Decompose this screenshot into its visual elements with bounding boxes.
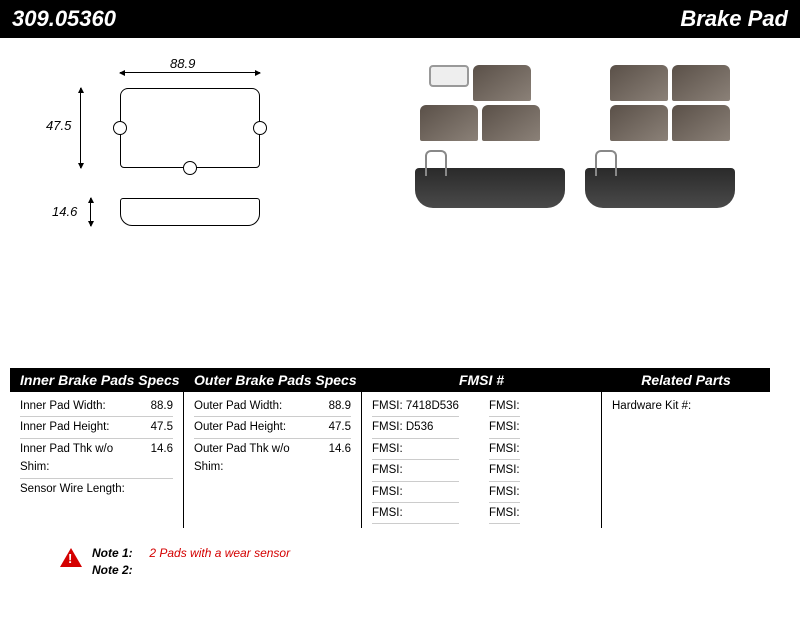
table-row: Outer Pad Thk w/o Shim: 14.6 bbox=[194, 439, 351, 478]
dim-line-height bbox=[80, 88, 81, 168]
table-row: FMSI: bbox=[489, 396, 520, 417]
spec-value: 7418D536 bbox=[406, 400, 459, 412]
spec-label: FMSI: bbox=[489, 464, 520, 476]
note-1: Note 1: 2 Pads with a wear sensor bbox=[92, 546, 290, 560]
spec-value: D536 bbox=[406, 421, 434, 433]
table-row: Hardware Kit #: bbox=[612, 396, 760, 416]
related-parts-col: Related Parts Hardware Kit #: bbox=[602, 368, 770, 528]
table-row: FMSI: bbox=[489, 439, 520, 460]
spec-value: 47.5 bbox=[329, 418, 351, 436]
spec-label: FMSI: bbox=[372, 464, 403, 476]
spec-label: FMSI: bbox=[489, 486, 520, 498]
note-text: 2 Pads with a wear sensor bbox=[149, 546, 290, 560]
fmsi-body: FMSI: 7418D536 FMSI: D536 FMSI: FMSI: FM… bbox=[362, 392, 601, 528]
inner-specs-heading: Inner Brake Pads Specs bbox=[10, 368, 183, 392]
spec-value: 88.9 bbox=[329, 397, 351, 415]
photo-row-side bbox=[380, 168, 770, 208]
related-heading: Related Parts bbox=[602, 368, 770, 392]
table-row: FMSI: bbox=[489, 460, 520, 481]
spec-label: Sensor Wire Length: bbox=[20, 480, 125, 498]
spec-label: FMSI: bbox=[489, 443, 520, 455]
spec-value: 14.6 bbox=[329, 440, 351, 477]
page-title: Brake Pad bbox=[680, 6, 788, 32]
table-row: Outer Pad Height: 47.5 bbox=[194, 417, 351, 438]
dim-width-label: 88.9 bbox=[170, 56, 195, 71]
dim-height-label: 47.5 bbox=[46, 118, 71, 133]
photo-row-top bbox=[380, 58, 770, 148]
spec-label: FMSI: bbox=[372, 507, 403, 519]
note-lines: Note 1: 2 Pads with a wear sensor Note 2… bbox=[92, 546, 290, 577]
dim-thickness-label: 14.6 bbox=[52, 204, 77, 219]
table-row: FMSI: bbox=[489, 503, 520, 524]
pad-side-view bbox=[120, 198, 260, 226]
fmsi-subcol-1: FMSI: 7418D536 FMSI: D536 FMSI: FMSI: FM… bbox=[372, 396, 459, 524]
specs-section: Inner Brake Pads Specs Inner Pad Width: 8… bbox=[0, 368, 800, 528]
dim-line-width bbox=[120, 72, 260, 73]
table-row: FMSI: bbox=[489, 482, 520, 503]
table-row: Outer Pad Width: 88.9 bbox=[194, 396, 351, 417]
table-row: FMSI: bbox=[489, 417, 520, 438]
inner-specs-col: Inner Brake Pads Specs Inner Pad Width: 8… bbox=[10, 368, 184, 528]
table-row: Inner Pad Width: 88.9 bbox=[20, 396, 173, 417]
spec-label: Inner Pad Thk w/o Shim: bbox=[20, 440, 143, 477]
table-row: FMSI: bbox=[372, 503, 459, 524]
spec-label: FMSI: bbox=[489, 400, 520, 412]
product-photos bbox=[340, 58, 770, 358]
spec-label: Outer Pad Height: bbox=[194, 418, 286, 436]
table-row: FMSI: 7418D536 bbox=[372, 396, 459, 417]
spec-value: 88.9 bbox=[151, 397, 173, 415]
spec-label: FMSI: bbox=[372, 421, 403, 433]
table-row: Inner Pad Thk w/o Shim: 14.6 bbox=[20, 439, 173, 479]
photo-pad-side-2 bbox=[585, 168, 735, 208]
spec-label: Outer Pad Width: bbox=[194, 397, 282, 415]
spec-value: 47.5 bbox=[151, 418, 173, 436]
pad-front-view bbox=[120, 88, 260, 168]
diagram-area: 88.9 47.5 14.6 bbox=[0, 38, 800, 368]
inner-specs-body: Inner Pad Width: 88.9 Inner Pad Height: 47… bbox=[10, 392, 183, 503]
technical-drawing: 88.9 47.5 14.6 bbox=[60, 58, 340, 358]
table-row: Sensor Wire Length: bbox=[20, 479, 173, 499]
table-row: FMSI: bbox=[372, 460, 459, 481]
spec-label: Outer Pad Thk w/o Shim: bbox=[194, 440, 321, 477]
table-row: Inner Pad Height: 47.5 bbox=[20, 417, 173, 438]
spec-label: FMSI: bbox=[372, 443, 403, 455]
header-bar: 309.05360 Brake Pad bbox=[0, 0, 800, 38]
note-2: Note 2: bbox=[92, 563, 290, 577]
note-label: Note 1: bbox=[92, 546, 146, 560]
photo-pads-1 bbox=[410, 58, 550, 148]
fmsi-heading: FMSI # bbox=[362, 368, 601, 392]
spec-value: 14.6 bbox=[151, 440, 173, 477]
outer-specs-body: Outer Pad Width: 88.9 Outer Pad Height: 47… bbox=[184, 392, 361, 482]
outer-specs-heading: Outer Brake Pads Specs bbox=[184, 368, 361, 392]
related-body: Hardware Kit #: bbox=[602, 392, 770, 420]
table-row: FMSI: bbox=[372, 482, 459, 503]
notes-section: Note 1: 2 Pads with a wear sensor Note 2… bbox=[0, 528, 800, 577]
fmsi-col: FMSI # FMSI: 7418D536 FMSI: D536 FMSI: F… bbox=[362, 368, 602, 528]
fmsi-subcol-2: FMSI: FMSI: FMSI: FMSI: FMSI: FMSI: bbox=[489, 396, 520, 524]
spec-label: FMSI: bbox=[372, 486, 403, 498]
table-row: FMSI: bbox=[372, 439, 459, 460]
spec-label: Inner Pad Height: bbox=[20, 418, 110, 436]
note-label: Note 2: bbox=[92, 563, 146, 577]
spec-label: FMSI: bbox=[489, 421, 520, 433]
dim-line-thickness bbox=[90, 198, 91, 226]
part-number: 309.05360 bbox=[12, 6, 116, 32]
spec-label: Hardware Kit #: bbox=[612, 397, 691, 415]
spec-label: Inner Pad Width: bbox=[20, 397, 106, 415]
outer-specs-col: Outer Brake Pads Specs Outer Pad Width: 8… bbox=[184, 368, 362, 528]
photo-pad-side-1 bbox=[415, 168, 565, 208]
photo-pads-2 bbox=[600, 58, 740, 148]
spec-label: FMSI: bbox=[489, 507, 520, 519]
spec-label: FMSI: bbox=[372, 400, 403, 412]
warning-icon bbox=[60, 548, 82, 567]
table-row: FMSI: D536 bbox=[372, 417, 459, 438]
